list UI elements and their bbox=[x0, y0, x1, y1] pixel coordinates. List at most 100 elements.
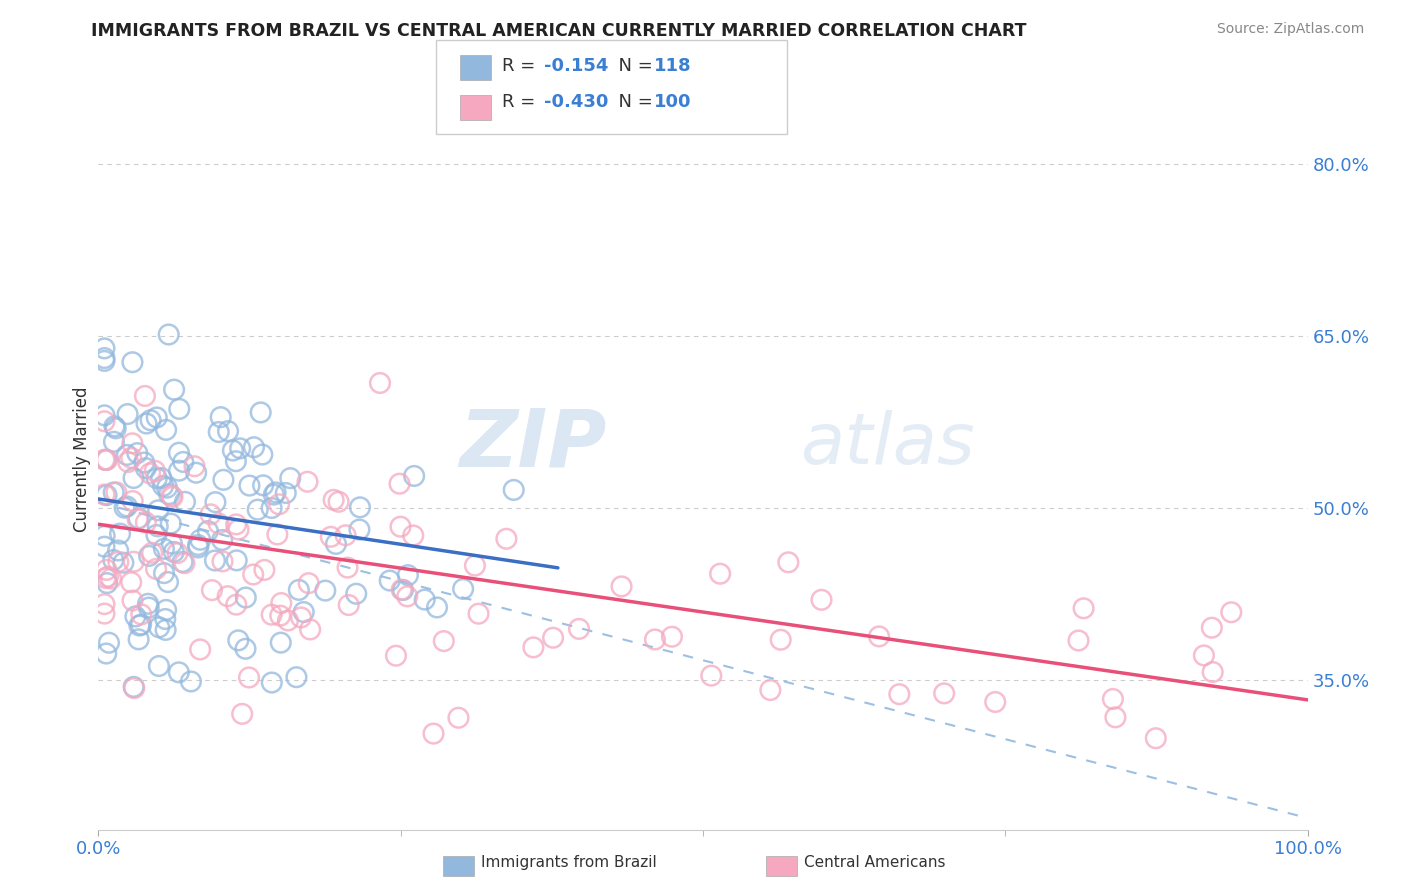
Point bbox=[160, 536, 183, 550]
Point bbox=[868, 629, 890, 643]
Point bbox=[700, 668, 723, 682]
Point bbox=[252, 478, 274, 492]
Point bbox=[183, 459, 205, 474]
Point bbox=[336, 560, 359, 574]
Point bbox=[335, 528, 357, 542]
Point bbox=[162, 490, 184, 504]
Text: N =: N = bbox=[607, 93, 659, 111]
Point bbox=[391, 582, 413, 597]
Point bbox=[121, 355, 143, 369]
Point bbox=[1102, 692, 1125, 706]
Point bbox=[235, 591, 257, 605]
Point bbox=[167, 446, 190, 460]
Point bbox=[93, 414, 115, 428]
Point bbox=[217, 589, 239, 603]
Point bbox=[120, 450, 142, 465]
Point bbox=[188, 533, 211, 547]
Point bbox=[143, 464, 166, 478]
Point bbox=[522, 640, 544, 655]
Y-axis label: Currently Married: Currently Married bbox=[73, 386, 91, 533]
Point bbox=[169, 401, 191, 416]
Point bbox=[167, 464, 190, 478]
Point bbox=[222, 443, 245, 458]
Point bbox=[129, 617, 152, 632]
Point bbox=[260, 675, 283, 690]
Point bbox=[166, 546, 188, 560]
Point bbox=[1201, 621, 1223, 635]
Point bbox=[157, 327, 180, 342]
Point bbox=[541, 631, 564, 645]
Point bbox=[378, 574, 401, 588]
Point bbox=[495, 532, 517, 546]
Point bbox=[138, 600, 160, 615]
Point bbox=[413, 592, 436, 607]
Text: R =: R = bbox=[502, 57, 541, 75]
Point bbox=[112, 556, 135, 570]
Point bbox=[93, 452, 115, 467]
Point bbox=[145, 410, 167, 425]
Point bbox=[187, 541, 209, 555]
Point bbox=[252, 448, 274, 462]
Point bbox=[269, 608, 291, 623]
Point bbox=[96, 563, 118, 577]
Text: R =: R = bbox=[502, 93, 541, 111]
Point bbox=[984, 695, 1007, 709]
Point bbox=[242, 567, 264, 582]
Point bbox=[107, 543, 129, 558]
Text: Immigrants from Brazil: Immigrants from Brazil bbox=[481, 855, 657, 870]
Point bbox=[226, 633, 249, 648]
Text: IMMIGRANTS FROM BRAZIL VS CENTRAL AMERICAN CURRENTLY MARRIED CORRELATION CHART: IMMIGRANTS FROM BRAZIL VS CENTRAL AMERIC… bbox=[91, 22, 1026, 40]
Point bbox=[610, 579, 633, 593]
Point bbox=[277, 614, 299, 628]
Point bbox=[93, 409, 115, 423]
Point bbox=[174, 495, 197, 509]
Point bbox=[107, 555, 129, 569]
Point bbox=[146, 503, 169, 517]
Point bbox=[228, 523, 250, 537]
Point bbox=[141, 546, 163, 560]
Point bbox=[200, 508, 222, 522]
Text: Source: ZipAtlas.com: Source: ZipAtlas.com bbox=[1216, 22, 1364, 37]
Point bbox=[129, 607, 152, 622]
Point bbox=[396, 590, 419, 604]
Point bbox=[128, 618, 150, 632]
Point bbox=[124, 609, 146, 624]
Point bbox=[121, 436, 143, 450]
Point bbox=[157, 487, 180, 501]
Point bbox=[1220, 605, 1243, 619]
Point bbox=[122, 681, 145, 695]
Point bbox=[156, 575, 179, 590]
Point bbox=[122, 555, 145, 569]
Point bbox=[1104, 710, 1126, 724]
Point bbox=[235, 641, 257, 656]
Point bbox=[128, 632, 150, 647]
Point bbox=[388, 476, 411, 491]
Point bbox=[197, 524, 219, 538]
Point bbox=[103, 485, 125, 500]
Point bbox=[759, 683, 782, 698]
Point bbox=[337, 598, 360, 612]
Point bbox=[150, 471, 173, 485]
Point bbox=[447, 711, 470, 725]
Point bbox=[1073, 601, 1095, 615]
Point bbox=[160, 489, 183, 503]
Point bbox=[117, 407, 139, 421]
Point bbox=[644, 632, 666, 647]
Point bbox=[285, 670, 308, 684]
Point bbox=[433, 634, 456, 648]
Point bbox=[204, 495, 226, 509]
Text: -0.430: -0.430 bbox=[544, 93, 609, 111]
Point bbox=[396, 568, 419, 582]
Point bbox=[155, 623, 177, 637]
Point bbox=[97, 636, 120, 650]
Point bbox=[121, 494, 143, 508]
Point bbox=[134, 389, 156, 403]
Point bbox=[93, 487, 115, 501]
Point bbox=[368, 376, 391, 390]
Point bbox=[246, 502, 269, 516]
Point bbox=[180, 674, 202, 689]
Point bbox=[661, 630, 683, 644]
Point bbox=[1144, 731, 1167, 746]
Point bbox=[402, 528, 425, 542]
Point bbox=[121, 593, 143, 607]
